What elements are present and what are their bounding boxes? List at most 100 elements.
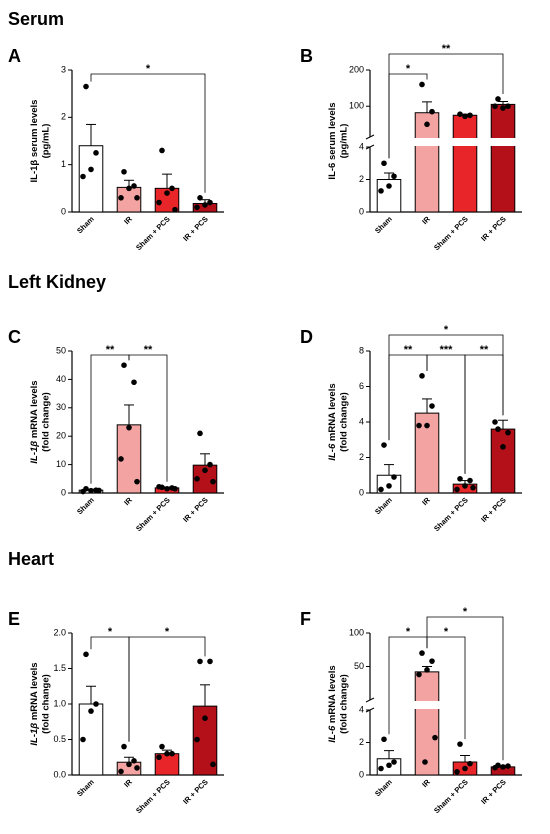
data-point [126, 185, 132, 192]
panel-letter: F [300, 609, 311, 629]
bar-break [414, 138, 440, 146]
significance-label: ** [106, 344, 115, 356]
y-axis-label-gene: IL-1β [29, 723, 40, 746]
data-point [156, 199, 162, 206]
data-point [159, 147, 165, 154]
data-point [454, 486, 460, 493]
data-point [378, 188, 384, 194]
bar [414, 671, 440, 776]
data-point [121, 168, 127, 175]
data-point [386, 483, 392, 489]
y-axis-label: IL-1β serum levels [29, 100, 40, 183]
y-axis-label: IL-6 mRNA levels [327, 665, 338, 742]
data-point [505, 429, 511, 436]
significance-label: ** [480, 344, 489, 356]
y-axis-label-text: IL-6 serum levels [327, 102, 338, 179]
data-point [422, 759, 428, 765]
data-point [121, 743, 127, 750]
data-point [80, 173, 86, 180]
data-point [391, 474, 397, 480]
data-point [169, 185, 175, 192]
data-point [164, 190, 170, 196]
panel: FIL-6 mRNA levels (fold change)02450100Sh… [300, 606, 522, 815]
y-axis-label: IL-1β mRNA levels [29, 380, 40, 463]
y-tick-label: 3 [61, 64, 66, 74]
panel-letter: D [300, 327, 313, 347]
y-tick-label: 2 [359, 737, 364, 747]
significance-label: * [406, 626, 411, 638]
significance-label: * [444, 626, 449, 638]
data-point [462, 483, 468, 489]
data-point [432, 734, 438, 741]
data-point [80, 736, 86, 743]
data-point [416, 422, 422, 429]
data-point [419, 81, 425, 88]
data-point [202, 467, 208, 474]
y-axis-label-text: mRNA levels [29, 380, 40, 438]
data-point [118, 768, 124, 775]
data-point [194, 476, 200, 482]
data-point [88, 166, 94, 173]
panel-letter: A [8, 46, 21, 66]
data-point [164, 750, 170, 757]
panel-letter: E [8, 609, 20, 629]
data-point [391, 173, 397, 180]
data-point [470, 484, 476, 491]
y-tick-label: 20 [56, 431, 66, 441]
y-axis-unit: (fold change) [41, 674, 52, 734]
data-point [457, 741, 463, 747]
data-point [424, 667, 430, 673]
data-point [159, 743, 165, 750]
data-point [93, 701, 99, 707]
y-axis-label-text: mRNA levels [327, 383, 338, 441]
data-point [197, 430, 203, 437]
data-point [197, 658, 203, 665]
y-tick-label: 30 [56, 402, 66, 412]
significance-label: * [444, 324, 449, 336]
data-point [131, 183, 137, 189]
data-point [467, 760, 473, 767]
y-axis-label: IL-6 mRNA levels [327, 383, 338, 460]
y-tick-label: 100 [349, 101, 364, 111]
y-axis-unit: (pg/mL) [339, 124, 350, 159]
bar-break [452, 138, 478, 146]
data-point [381, 736, 387, 743]
significance-label: * [463, 606, 468, 618]
data-point [429, 658, 435, 664]
data-point [492, 419, 498, 425]
data-point [96, 487, 102, 494]
y-axis-label-gene: IL-6 [327, 725, 338, 743]
data-point [156, 483, 162, 490]
y-tick-label: 6 [359, 381, 364, 391]
data-point [121, 362, 127, 369]
data-point [88, 708, 94, 714]
data-point [429, 403, 435, 409]
data-point [419, 650, 425, 656]
y-tick-label: 1 [61, 159, 66, 169]
data-point [93, 150, 99, 156]
data-point [126, 424, 132, 431]
data-point [169, 750, 175, 757]
data-point [83, 83, 89, 90]
y-axis-label-gene: IL-1β [29, 441, 40, 464]
data-point [194, 204, 200, 211]
bar-break [414, 701, 440, 709]
significance-label: ** [404, 344, 413, 356]
y-tick-label: 2 [61, 112, 66, 122]
data-point [467, 112, 473, 119]
data-point [83, 651, 89, 658]
section-heading: Left Kidney [8, 272, 106, 292]
significance-label: * [146, 63, 151, 75]
data-point [495, 426, 501, 432]
y-axis-unit: (pg/mL) [41, 124, 52, 159]
data-point [164, 485, 170, 492]
data-point [391, 759, 397, 765]
y-axis-label-text: mRNA levels [327, 665, 338, 723]
data-point [172, 485, 178, 492]
y-tick-label: 0.0 [53, 769, 66, 779]
y-axis-unit: (fold change) [339, 392, 350, 452]
data-point [134, 195, 140, 201]
y-axis-unit: (fold change) [41, 392, 52, 452]
significance-bracket [426, 616, 504, 761]
